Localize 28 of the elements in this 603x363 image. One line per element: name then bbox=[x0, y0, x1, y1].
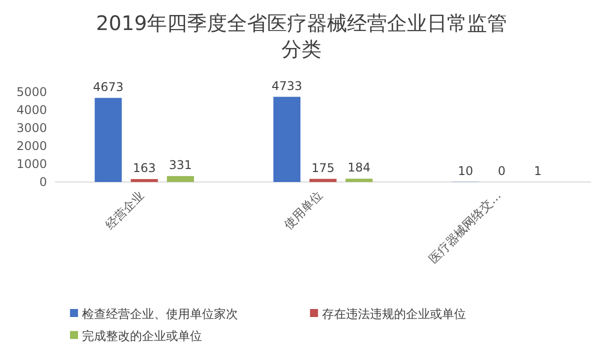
data-label: 163 bbox=[132, 161, 156, 176]
y-tick-label: 3000 bbox=[16, 121, 47, 136]
data-label: 4673 bbox=[92, 80, 124, 94]
legend-label: 完成整改的企业或单位 bbox=[82, 329, 202, 343]
chart-title: 2019年四季度全省医疗器械经营企业日常监管分类 bbox=[96, 11, 507, 61]
bar bbox=[130, 179, 158, 182]
data-label: 10 bbox=[458, 164, 474, 178]
bar bbox=[94, 98, 122, 182]
legend-label: 检查经营企业、使用单位家次 bbox=[82, 307, 238, 321]
x-tick-label: 使用单位 bbox=[281, 188, 326, 232]
y-tick-label: 4000 bbox=[16, 103, 47, 118]
y-tick-label: 0 bbox=[39, 175, 47, 190]
bar bbox=[346, 178, 373, 182]
bar bbox=[273, 96, 300, 182]
legend-label: 存在违法违规的企业或单位 bbox=[322, 307, 466, 321]
x-tick-label: 经营企业 bbox=[102, 188, 146, 232]
x-tick-label: 医疗器械网络交… bbox=[426, 188, 504, 266]
data-label: 0 bbox=[498, 164, 506, 178]
y-tick-label: 2000 bbox=[16, 139, 47, 154]
bar bbox=[166, 176, 194, 182]
data-label: 4733 bbox=[272, 78, 302, 93]
data-label: 1 bbox=[534, 164, 542, 178]
y-tick-label: 5000 bbox=[16, 85, 47, 100]
data-label: 184 bbox=[348, 160, 371, 175]
data-label: 175 bbox=[312, 160, 334, 175]
y-tick-label: 1000 bbox=[16, 157, 47, 172]
bar bbox=[309, 178, 337, 182]
data-label: 331 bbox=[168, 158, 192, 172]
